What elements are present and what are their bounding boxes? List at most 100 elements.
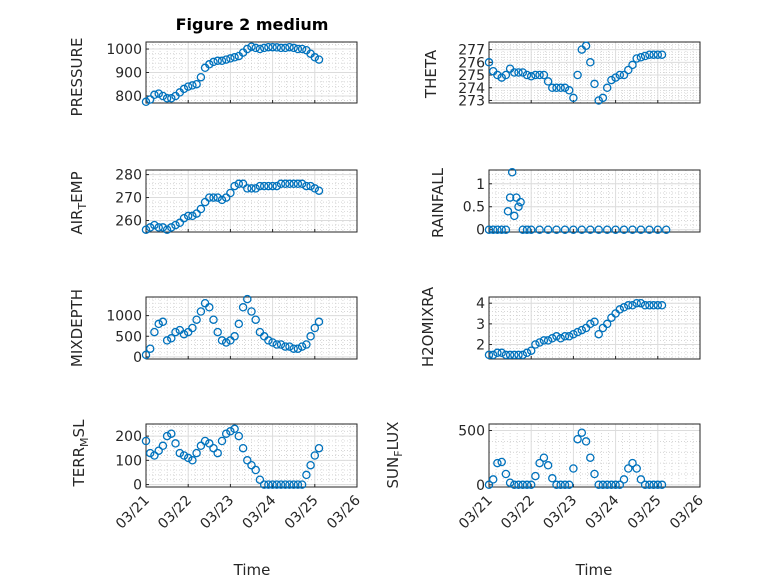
data-point	[569, 329, 578, 339]
ylabel-rainfall: RAINFALL	[429, 167, 447, 238]
data-point	[289, 179, 298, 189]
data-point	[226, 54, 235, 63]
data-point	[297, 44, 307, 54]
data-point	[230, 332, 239, 341]
data-point	[653, 50, 663, 59]
data-point	[221, 429, 231, 438]
data-point	[493, 70, 502, 80]
data-point	[302, 340, 311, 349]
data-point	[141, 436, 151, 446]
data-point	[196, 441, 206, 451]
data-point	[503, 207, 513, 216]
data-point	[255, 327, 265, 337]
data-point	[171, 220, 180, 230]
data-point	[205, 193, 214, 202]
data-point	[649, 480, 658, 490]
data-point	[507, 168, 517, 177]
data-point	[314, 317, 324, 327]
axes-frame	[145, 423, 358, 488]
data-point	[314, 55, 324, 64]
data-point	[628, 225, 637, 234]
data-point	[564, 86, 574, 95]
data-point	[247, 42, 256, 51]
data-point	[268, 181, 277, 191]
data-point	[289, 43, 298, 53]
data-point	[226, 188, 235, 198]
data-point	[556, 83, 565, 93]
data-point	[285, 179, 294, 189]
data-point	[243, 456, 252, 465]
data-point	[171, 327, 180, 337]
y-tick-label: 3	[476, 317, 485, 333]
data-point	[611, 225, 620, 234]
data-point	[501, 350, 511, 360]
data-point	[217, 56, 227, 66]
data-point	[238, 443, 248, 453]
y-tick-label: 270	[115, 191, 142, 207]
data-point	[243, 44, 252, 54]
data-point	[560, 332, 570, 341]
data-point	[535, 225, 544, 234]
data-point	[573, 327, 582, 337]
data-point	[314, 186, 324, 195]
data-point	[268, 480, 277, 489]
data-point	[310, 451, 320, 460]
data-point	[615, 70, 625, 80]
data-point	[564, 332, 574, 341]
data-point	[217, 436, 227, 446]
data-point	[192, 209, 201, 218]
data-point	[200, 197, 210, 207]
data-point	[230, 181, 239, 191]
data-point	[501, 225, 511, 234]
data-point	[653, 225, 663, 234]
data-point	[196, 307, 206, 316]
axes-frame	[488, 423, 701, 488]
data-point	[602, 83, 612, 93]
data-point	[188, 323, 197, 333]
axes-frame	[488, 296, 701, 360]
data-point	[289, 344, 298, 353]
data-point	[145, 344, 155, 353]
data-point	[150, 451, 159, 460]
data-point	[645, 50, 654, 59]
data-point	[226, 427, 235, 436]
data-point	[615, 305, 625, 314]
data-point	[272, 181, 282, 191]
data-point	[505, 478, 515, 487]
data-point	[518, 350, 528, 360]
data-point	[192, 448, 201, 458]
data-point	[602, 480, 612, 490]
y-tick-label: 1000	[106, 309, 142, 325]
data-point	[205, 439, 214, 448]
data-point	[255, 475, 265, 484]
data-point	[276, 480, 286, 489]
panel-terr-msl: 0 100 200 03/21 03/22 03/23 03/24 03/25 03/26	[113, 423, 364, 533]
y-tick-label: 0.5	[463, 200, 485, 216]
data-point	[221, 193, 231, 202]
data-point	[205, 60, 214, 69]
data-point	[251, 315, 260, 324]
data-point	[259, 43, 269, 53]
panel-h2omixra: 2 3 4	[476, 296, 701, 360]
data-point	[154, 319, 163, 329]
data-point	[179, 84, 189, 94]
data-point	[285, 342, 294, 351]
data-point	[488, 475, 498, 484]
data-point	[145, 448, 155, 458]
data-point	[531, 340, 540, 349]
data-point	[255, 181, 265, 191]
y-axis-labels: PRESSURE THETA AIRTEMP RAINFALL MIXDEPTH…	[68, 38, 447, 489]
ylabel-mixdepth: MIXDEPTH	[68, 289, 86, 367]
data-point	[594, 225, 603, 234]
data-point	[179, 213, 189, 223]
y-tick-label: 1000	[106, 42, 142, 58]
data-point	[484, 58, 494, 67]
data-point	[497, 225, 506, 234]
data-point	[657, 480, 667, 490]
x-tick-label: 03/22	[155, 493, 195, 533]
data-point	[183, 82, 193, 91]
panel-sun-flux: 0 500 03/21 03/22 03/23 03/24 03/25 03/26	[456, 423, 707, 532]
x-tick-label: 03/23	[197, 493, 237, 533]
x-axis-label-left: Time	[233, 561, 271, 579]
